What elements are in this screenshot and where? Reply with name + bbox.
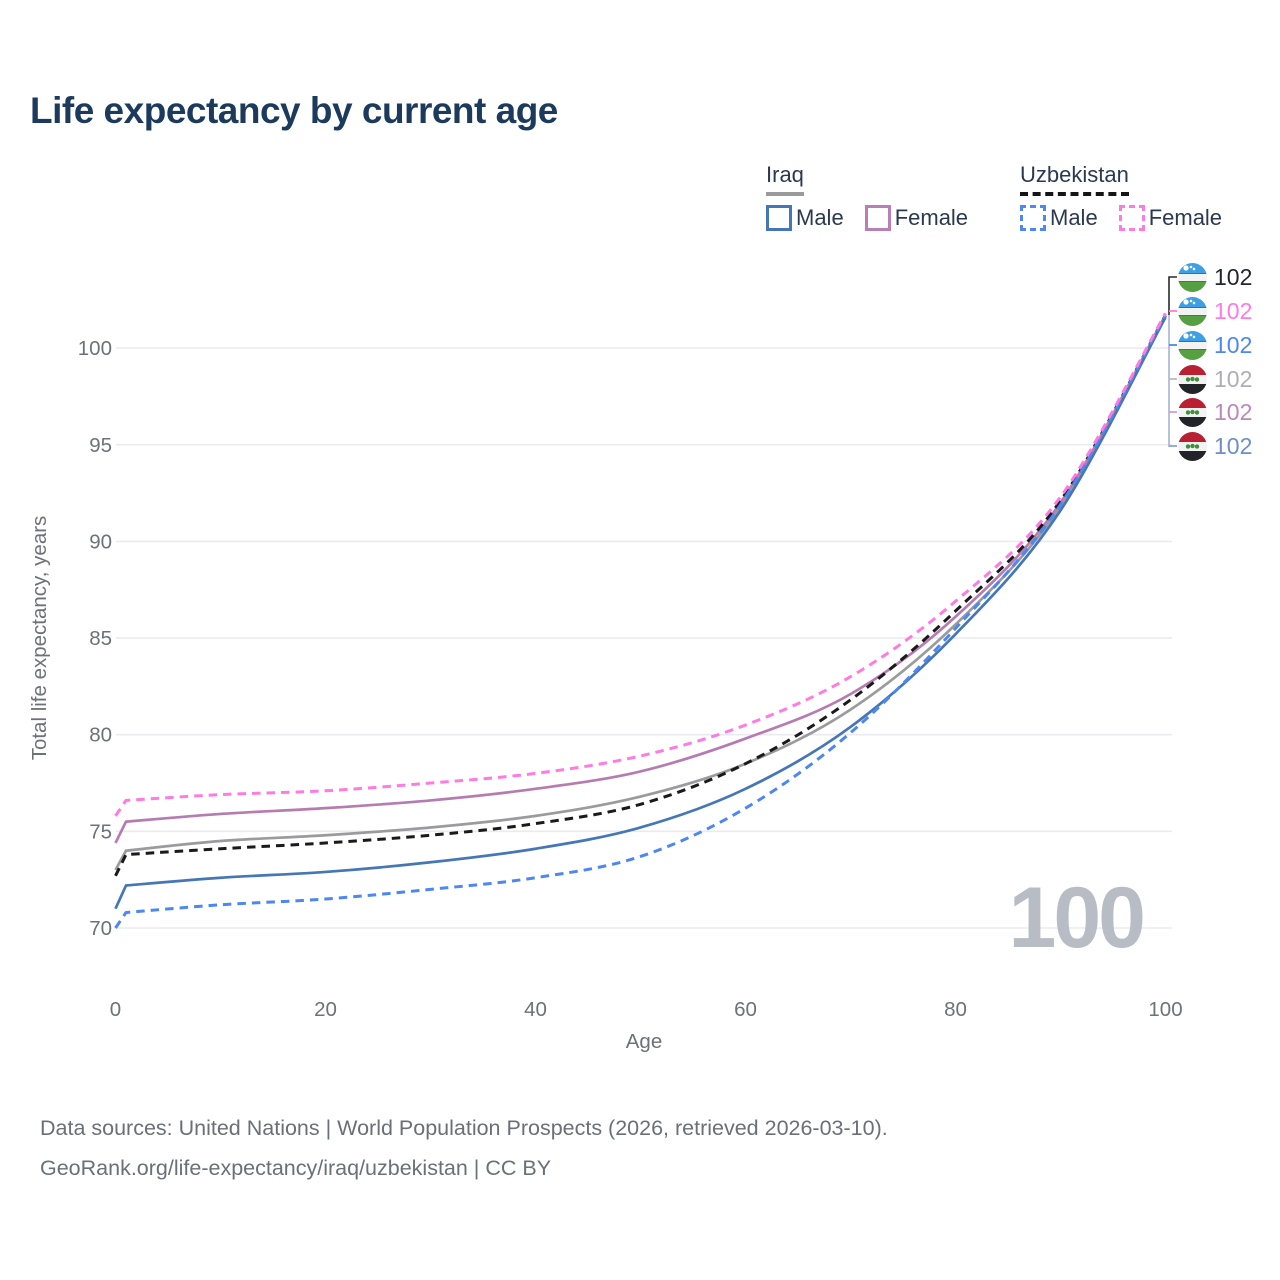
iraq-flag-icon [1178,431,1207,461]
end-label-iraq-male[interactable]: 102 [1178,431,1253,461]
x-axis-title: Age [626,1030,662,1053]
series-line-iraq-all[interactable] [114,316,1167,871]
end-value: 102 [1214,365,1253,392]
y-tick-85: 85 [89,627,112,650]
y-tick-75: 75 [89,820,112,843]
end-label-uzbekistan-female[interactable]: 102 [1178,296,1253,326]
iraq-flag-icon [1178,364,1207,394]
legend-item-uzbekistan-female[interactable]: Female [1118,205,1223,231]
legend-item-iraq-male[interactable]: Male [766,205,844,231]
end-label-uzbekistan-all[interactable]: 102 [1178,262,1253,292]
end-value: 102 [1214,432,1253,459]
end-label-iraq-female[interactable]: 102 [1178,397,1253,427]
series-line-iraq-female[interactable] [114,314,1167,844]
legend-group-uzbekistan: Uzbekistan Male Female [1020,162,1222,231]
x-tick-40: 40 [524,998,547,1021]
y-axis-title: Total life expectancy, years [28,516,51,761]
leader-elbow-top [1168,276,1177,315]
series-line-uzbekistan-male[interactable] [114,314,1167,929]
series-line-uzbekistan-female[interactable] [114,312,1167,817]
iraq-male-line-swatch [766,205,792,231]
legend-item-uzbekistan-male[interactable]: Male [1020,205,1098,231]
series-line-uzbekistan-all[interactable] [114,314,1167,877]
end-value: 102 [1214,297,1253,324]
legend-header-uzbekistan[interactable]: Uzbekistan [1020,162,1129,196]
legend-label: Female [1148,205,1223,230]
legend-label: Male [1050,205,1098,230]
y-tick-95: 95 [89,434,112,457]
uzbekistan-female-line-swatch [1118,205,1145,231]
x-tick-60: 60 [734,998,757,1021]
uzbekistan-male-line-swatch [1020,205,1046,231]
iraq-flag-icon [1178,397,1207,427]
legend-items-uzbekistan: Male Female [1020,205,1222,231]
end-value: 102 [1214,398,1253,425]
end-value: 102 [1214,263,1253,290]
iraq-female-line-swatch [864,205,891,231]
end-label-uzbekistan-male[interactable]: 102 [1178,330,1253,360]
uzbekistan-flag-icon [1178,262,1207,292]
x-tick-100: 100 [1148,998,1182,1021]
footer: Data sources: United Nations | World Pop… [40,1108,888,1188]
legend-group-iraq: Iraq Male Female [766,162,968,231]
uzbekistan-flag-icon [1178,296,1207,326]
footer-attribution-line: GeoRank.org/life-expectancy/iraq/uzbekis… [40,1156,552,1180]
age-watermark: 100 [1009,870,1144,966]
x-tick-0: 0 [110,998,121,1021]
end-value: 102 [1214,331,1253,358]
page-title: Life expectancy by current age [30,90,558,131]
uzbekistan-flag-icon [1178,330,1207,360]
x-tick-80: 80 [944,998,967,1021]
series-line-iraq-male[interactable] [114,316,1167,910]
end-label-iraq-all[interactable]: 102 [1178,364,1253,394]
x-tick-20: 20 [314,998,337,1021]
y-tick-100: 100 [78,337,112,360]
legend-label: Female [894,205,969,230]
y-tick-70: 70 [89,917,112,940]
legend-label: Male [796,205,844,230]
footer-sources-line: Data sources: United Nations | World Pop… [40,1116,888,1140]
y-tick-90: 90 [89,530,112,553]
legend-header-iraq[interactable]: Iraq [766,162,804,196]
y-tick-80: 80 [89,724,112,747]
legend-items-iraq: Male Female [766,205,968,231]
legend-item-iraq-female[interactable]: Female [864,205,969,231]
